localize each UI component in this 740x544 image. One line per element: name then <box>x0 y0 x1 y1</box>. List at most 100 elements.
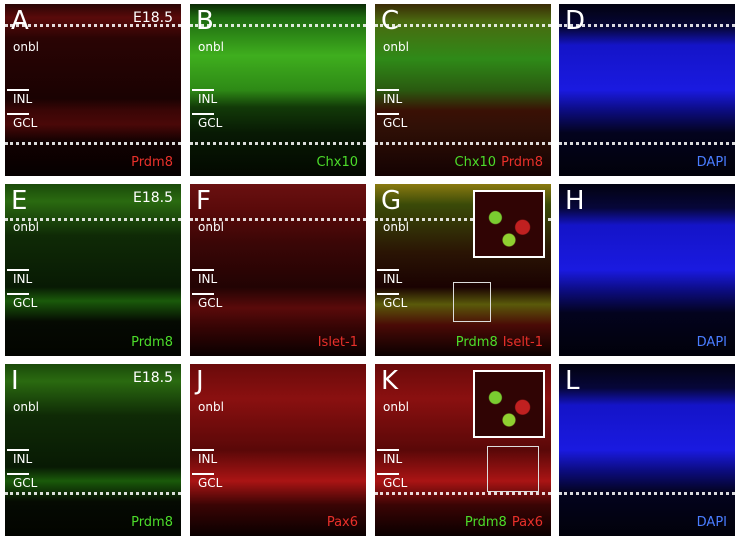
layer-label: onbl <box>198 220 224 234</box>
panel-letter: L <box>565 366 580 396</box>
stain-labels: Prdm8 <box>126 515 173 530</box>
layer-label: GCL <box>383 296 408 310</box>
stain-labels: Prdm8 Pax6 <box>460 515 543 530</box>
stain-labels: Chx10 Prdm8 <box>450 155 543 170</box>
stain-label: Prdm8 <box>131 335 173 350</box>
stain-label: Pax6 <box>511 515 543 530</box>
stain-labels: Prdm8 <box>126 155 173 170</box>
boundary-line <box>559 492 735 495</box>
panel-letter: J <box>196 366 204 396</box>
layer-label: onbl <box>13 40 39 54</box>
boundary-line <box>375 218 551 221</box>
stain-labels: DAPI <box>692 155 727 170</box>
layer-label: INL <box>198 452 218 466</box>
layer-label: onbl <box>13 220 39 234</box>
layer-label: onbl <box>198 400 224 414</box>
layer-label: onbl <box>383 400 409 414</box>
stain-label: DAPI <box>696 335 727 350</box>
layer-marker <box>7 449 29 451</box>
panel-letter: A <box>11 6 29 36</box>
layer-label: INL <box>198 92 218 106</box>
layer-label: INL <box>13 92 33 106</box>
stain-label: Prdm8 <box>131 515 173 530</box>
stain-labels: Prdm8 Iselt-1 <box>451 335 543 350</box>
stage-label: E18.5 <box>132 10 173 26</box>
micrograph-panel: H DAPI <box>559 184 735 356</box>
layer-label: GCL <box>13 476 38 490</box>
layer-marker <box>377 293 399 295</box>
layer-marker <box>192 293 214 295</box>
layer-label: onbl <box>383 40 409 54</box>
inset-image <box>473 190 545 258</box>
stain-label: Chx10 <box>316 155 358 170</box>
layer-label: onbl <box>13 400 39 414</box>
boundary-line <box>375 24 551 27</box>
micrograph-panel: D DAPI <box>559 4 735 176</box>
layer-label: GCL <box>383 116 408 130</box>
boundary-line <box>190 24 366 27</box>
panel-letter: K <box>381 366 399 396</box>
inset-image <box>473 370 545 438</box>
boundary-line <box>5 142 181 145</box>
panel-letter: C <box>381 6 400 36</box>
boundary-line <box>190 142 366 145</box>
layer-marker <box>7 293 29 295</box>
layer-marker <box>377 473 399 475</box>
layer-label: GCL <box>198 296 223 310</box>
boundary-line <box>559 24 735 27</box>
micrograph-panel: L DAPI <box>559 364 735 536</box>
layer-marker <box>7 473 29 475</box>
layer-marker <box>377 269 399 271</box>
micrograph-panel: E E18.5 onbl INL GCL Prdm8 <box>5 184 181 356</box>
layer-marker <box>7 113 29 115</box>
layer-label: INL <box>13 452 33 466</box>
layer-marker <box>7 89 29 91</box>
stain-label: DAPI <box>696 155 727 170</box>
stain-labels: Chx10 <box>311 155 358 170</box>
layer-label: INL <box>383 452 403 466</box>
boundary-line <box>5 24 181 27</box>
stain-label: Prdm8 <box>131 155 173 170</box>
layer-marker <box>192 473 214 475</box>
stain-label: Pax6 <box>326 515 358 530</box>
panel-letter: D <box>565 6 586 36</box>
layer-label: GCL <box>198 116 223 130</box>
stain-label: Iselt-1 <box>502 335 543 350</box>
layer-label: INL <box>198 272 218 286</box>
panel-letter: G <box>381 186 402 216</box>
layer-marker <box>192 113 214 115</box>
layer-marker <box>7 269 29 271</box>
boundary-line <box>375 142 551 145</box>
stain-labels: Pax6 <box>322 515 358 530</box>
stain-labels: DAPI <box>692 335 727 350</box>
stain-label: Prdm8 <box>464 515 507 530</box>
layer-label: INL <box>383 92 403 106</box>
stain-label: Prdm8 <box>501 155 543 170</box>
panel-letter: I <box>11 366 19 396</box>
stain-label: DAPI <box>696 515 727 530</box>
stain-labels: Islet-1 <box>313 335 358 350</box>
layer-label: GCL <box>383 476 408 490</box>
layer-label: INL <box>13 272 33 286</box>
stain-label: Chx10 <box>454 155 497 170</box>
layer-label: onbl <box>198 40 224 54</box>
micrograph-panel: A E18.5 onbl INL GCL Prdm8 <box>5 4 181 176</box>
stain-labels: Prdm8 <box>126 335 173 350</box>
stage-label: E18.5 <box>132 190 173 206</box>
layer-label: GCL <box>13 116 38 130</box>
layer-marker <box>192 269 214 271</box>
stain-label: Islet-1 <box>317 335 358 350</box>
panel-letter: H <box>565 186 585 216</box>
boundary-line <box>375 492 551 495</box>
layer-label: onbl <box>383 220 409 234</box>
layer-label: GCL <box>13 296 38 310</box>
stain-labels: DAPI <box>692 515 727 530</box>
layer-marker <box>377 113 399 115</box>
panel-letter: B <box>196 6 214 36</box>
boundary-line <box>190 218 366 221</box>
